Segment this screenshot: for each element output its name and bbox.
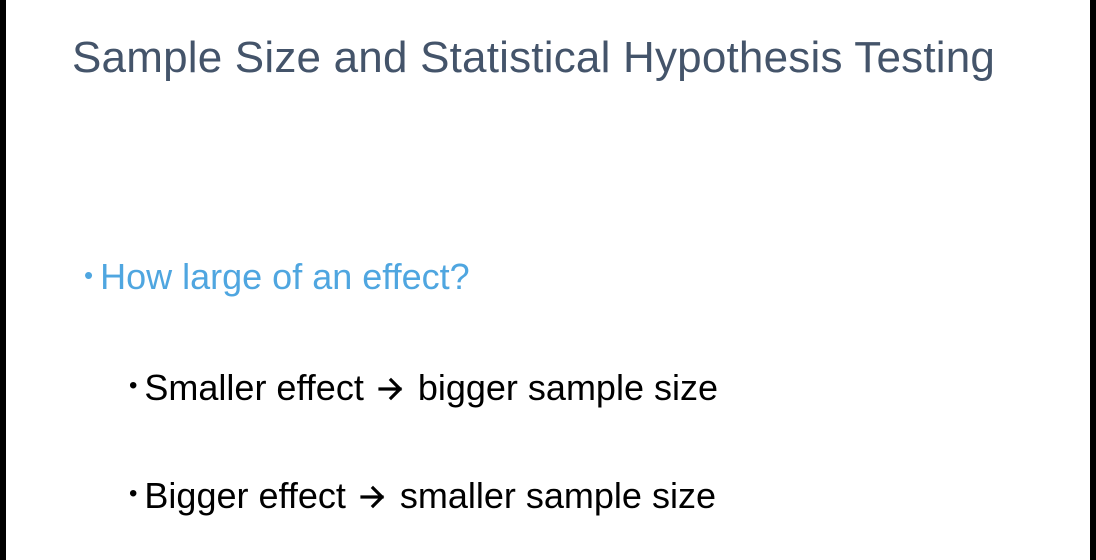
slide-title: Sample Size and Statistical Hypothesis T…	[72, 33, 996, 82]
slide: Sample Size and Statistical Hypothesis T…	[6, 0, 1090, 560]
bullet-item: • How large of an effect?	[84, 254, 470, 300]
sub-bullet-right-text: bigger sample size	[417, 367, 718, 408]
sub-bullet-left-text: Bigger effect	[144, 475, 346, 516]
sub-bullet-right-text: smaller sample size	[399, 475, 716, 516]
right-arrow-icon	[360, 477, 386, 519]
bullet-marker: •	[129, 480, 138, 507]
sub-bullet-left-text: Smaller effect	[144, 367, 364, 408]
bullet-text: How large of an effect?	[100, 256, 470, 297]
bullet-marker: •	[129, 372, 138, 399]
bullet-marker: •	[84, 259, 94, 290]
sub-bullet-item: • Smaller effect bigger sample size	[129, 366, 718, 410]
right-arrow-icon	[378, 369, 404, 411]
sub-bullet-item: • Bigger effect smaller sample size	[129, 474, 716, 518]
